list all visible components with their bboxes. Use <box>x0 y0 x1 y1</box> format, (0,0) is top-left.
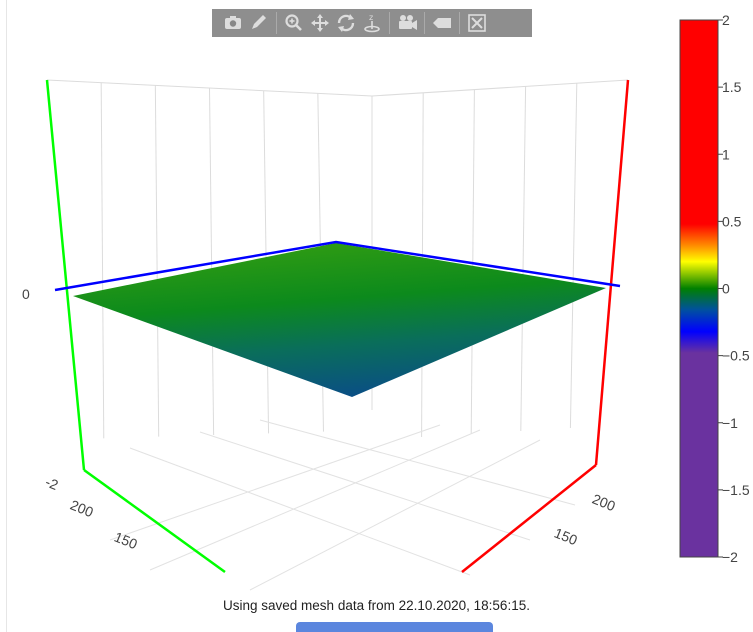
grid-line <box>259 419 576 506</box>
hover-tag-icon <box>433 18 451 28</box>
colorbar-tick-label: 1 <box>722 146 730 162</box>
colorbar: 2 1.5 1 0.5 0 −0.5 −1 −1.5 −2 <box>679 12 750 565</box>
autoscale-button[interactable] <box>464 12 490 34</box>
colorbar-tick-label: 2 <box>722 12 730 28</box>
hover-tag-button[interactable] <box>429 12 455 34</box>
grid-line <box>129 447 471 576</box>
x-tick-label: 150 <box>552 525 580 549</box>
zoom-icon <box>285 14 302 31</box>
grid-line <box>46 79 373 97</box>
grid-line <box>199 431 531 541</box>
grid-line <box>100 82 105 439</box>
scene-axes <box>45 79 630 574</box>
action-button[interactable] <box>296 622 493 632</box>
colorbar-tick-label: 1.5 <box>722 79 742 95</box>
grid-line <box>149 429 481 571</box>
pan-icon <box>311 14 329 32</box>
colorbar-gradient <box>679 19 719 558</box>
pencil-icon <box>252 15 266 29</box>
x-axis-vertical-line <box>594 79 630 466</box>
y-axis-vertical-line <box>45 79 86 471</box>
camera-icon <box>225 16 241 29</box>
grid-line <box>209 87 215 436</box>
colorbar-tick-label: 0 <box>722 281 730 297</box>
y-axis-line <box>83 468 226 574</box>
x-tick-label: 200 <box>590 491 618 515</box>
colorbar-tick-label: −2 <box>722 549 738 565</box>
colorbar-tick-label: −1 <box>722 415 738 431</box>
status-message: Using saved mesh data from 22.10.2020, 1… <box>223 598 530 613</box>
camera-button[interactable] <box>220 12 246 34</box>
page-left-border <box>0 0 7 632</box>
x-axis-line <box>461 464 597 573</box>
y-tick-label: 150 <box>112 529 140 553</box>
colorbar-tick-label: −1.5 <box>722 482 750 498</box>
z-tick-label: -2 <box>43 474 61 494</box>
modebar: z <box>212 9 532 37</box>
grid-line <box>470 89 475 435</box>
grid-line <box>520 86 527 432</box>
turntable-icon: z <box>364 13 380 33</box>
z-tick-label: 0 <box>22 286 30 302</box>
svg-text:z: z <box>369 13 373 22</box>
modebar-separator <box>389 12 390 34</box>
grid-line <box>109 424 441 541</box>
surface-mesh[interactable] <box>73 243 606 397</box>
turntable-button[interactable]: z <box>359 12 385 34</box>
z-zero-axis-line <box>54 240 621 292</box>
modebar-separator <box>276 12 277 34</box>
colorbar-tick-label: 0.5 <box>722 213 742 229</box>
modebar-separator <box>459 12 460 34</box>
video-camera-icon <box>399 15 417 30</box>
orbit-rotation-icon <box>337 14 355 32</box>
autoscale-icon <box>468 14 486 32</box>
modebar-separator <box>424 12 425 34</box>
grid-line <box>569 83 578 429</box>
y-tick-label: 200 <box>68 497 96 521</box>
pan-button[interactable] <box>307 12 333 34</box>
grid-line <box>371 79 629 97</box>
zoom-button[interactable] <box>281 12 307 34</box>
grid-line <box>154 85 160 437</box>
orbit-rotation-button[interactable] <box>333 12 359 34</box>
pencil-button[interactable] <box>246 12 272 34</box>
grid-line <box>249 439 541 591</box>
colorbar-tick-label: −0.5 <box>722 348 750 364</box>
video-camera-button[interactable] <box>394 12 420 34</box>
